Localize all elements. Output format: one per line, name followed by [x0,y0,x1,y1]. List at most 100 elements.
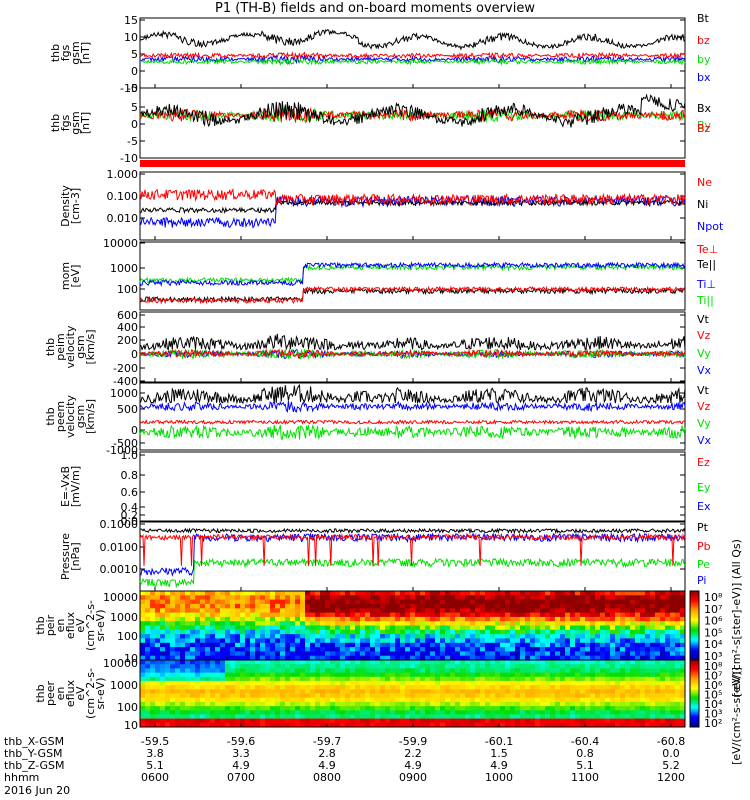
spectrogram-cell [405,722,411,728]
spectrogram-cell [445,608,451,614]
spectrogram-cell [165,680,171,686]
spectrogram-cell [235,676,241,682]
spectrogram-cell [220,668,226,674]
spectrogram-cell [160,668,166,674]
spectrogram-cell [395,697,401,703]
spectrogram-cell [480,625,486,631]
spectrogram-cell [495,625,501,631]
spectrogram-cell [290,689,296,694]
legend-label: By [697,119,712,132]
spectrogram-cell [665,710,671,715]
spectrogram-cell [155,621,161,626]
spectrogram-cell [640,591,646,596]
spectrogram-cell [640,608,646,614]
spectrogram-cell [240,591,246,596]
spectrogram-cell [655,595,661,601]
spectrogram-cell [190,625,196,631]
spectrogram-cell [440,621,446,626]
spectrogram-cell [305,603,311,609]
spectrogram-cell [275,689,281,694]
spectrogram-cell [635,701,641,707]
spectrogram-cell [295,672,301,678]
spectrogram-cell [675,701,681,707]
spectrogram-cell [220,672,226,678]
spectrogram-cell [325,647,331,652]
spectrogram-cell [655,638,661,644]
spectrogram-cell [570,718,576,724]
spectrogram-cell [625,710,631,715]
spectrogram-cell [355,603,361,609]
spectrogram-cell [245,680,251,686]
spectrogram-cell [325,591,331,596]
spectrogram-cell [645,676,651,682]
spectrogram-cell [495,612,501,618]
spectrogram-cell [190,591,196,596]
spectrogram-cell [190,621,196,626]
spectrogram-cell [510,608,516,614]
spectrogram-cell [680,625,686,631]
colorbar-cell [690,620,699,623]
spectrogram-cell [640,668,646,674]
spectrogram-cell [500,599,506,605]
spectrogram-cell [400,701,406,707]
spectrogram-cell [185,701,191,707]
y-tick-label: -5 [127,135,138,148]
spectrogram-cell [550,591,556,596]
spectrogram-cell [475,642,481,648]
spectrogram-cell [190,629,196,635]
spectrogram-cell [540,642,546,648]
spectrogram-cell [475,710,481,715]
spectrogram-cell [680,718,686,724]
spectrogram-cell [660,718,666,724]
spectrogram-cell [220,647,226,652]
y-axis-label: peer [44,681,57,707]
spectrogram-cell [535,701,541,707]
y-axis-label: gsm [74,335,87,358]
spectrogram-cell [395,693,401,699]
spectrogram-cell [425,660,431,665]
colorbar-cell [690,608,699,611]
spectrogram-cell [320,714,326,720]
colorbar-cell [690,663,699,666]
spectrogram-cell [180,718,186,724]
spectrogram-cell [420,629,426,635]
spectrogram-cell [490,680,496,686]
spectrogram-cell [585,647,591,652]
spectrogram-cell [535,664,541,669]
spectrogram-cell [630,689,636,694]
spectrogram-cell [190,689,196,694]
spectrogram-cell [590,608,596,614]
spectrogram-cell [575,608,581,614]
spectrogram-cell [170,701,176,707]
spectrogram-cell [615,701,621,707]
spectrogram-cell [350,651,356,657]
y-axis-label: eflux [64,611,77,639]
spectrogram-cell [275,647,281,652]
spectrogram-cell [250,647,256,652]
spectrogram-cell [270,714,276,720]
colorbar-cell [690,618,699,621]
spectrogram-cell [145,608,151,614]
spectrogram-cell [450,595,456,601]
spectrogram-cell [440,672,446,678]
spectrogram-cell [185,621,191,626]
spectrogram-cell [520,693,526,699]
spectrogram-cell [370,714,376,720]
spectrogram-cell [250,625,256,631]
spectrogram-cell [310,642,316,648]
spectrogram-cell [425,718,431,724]
colorbar-cell [690,673,699,676]
spectrogram-cell [500,608,506,614]
spectrogram-cell [615,693,621,699]
spectrogram-cell [370,591,376,596]
spectrogram-cell [360,697,366,703]
spectrogram-cell [620,629,626,635]
spectrogram-cell [170,706,176,711]
spectrogram-cell [560,701,566,707]
spectrogram-cell [480,706,486,711]
x-row-value: 3.8 [146,747,164,760]
spectrogram-cell [190,701,196,707]
spectrogram-cell [520,722,526,728]
spectrogram-cell [510,599,516,605]
spectrogram-cell [210,672,216,678]
